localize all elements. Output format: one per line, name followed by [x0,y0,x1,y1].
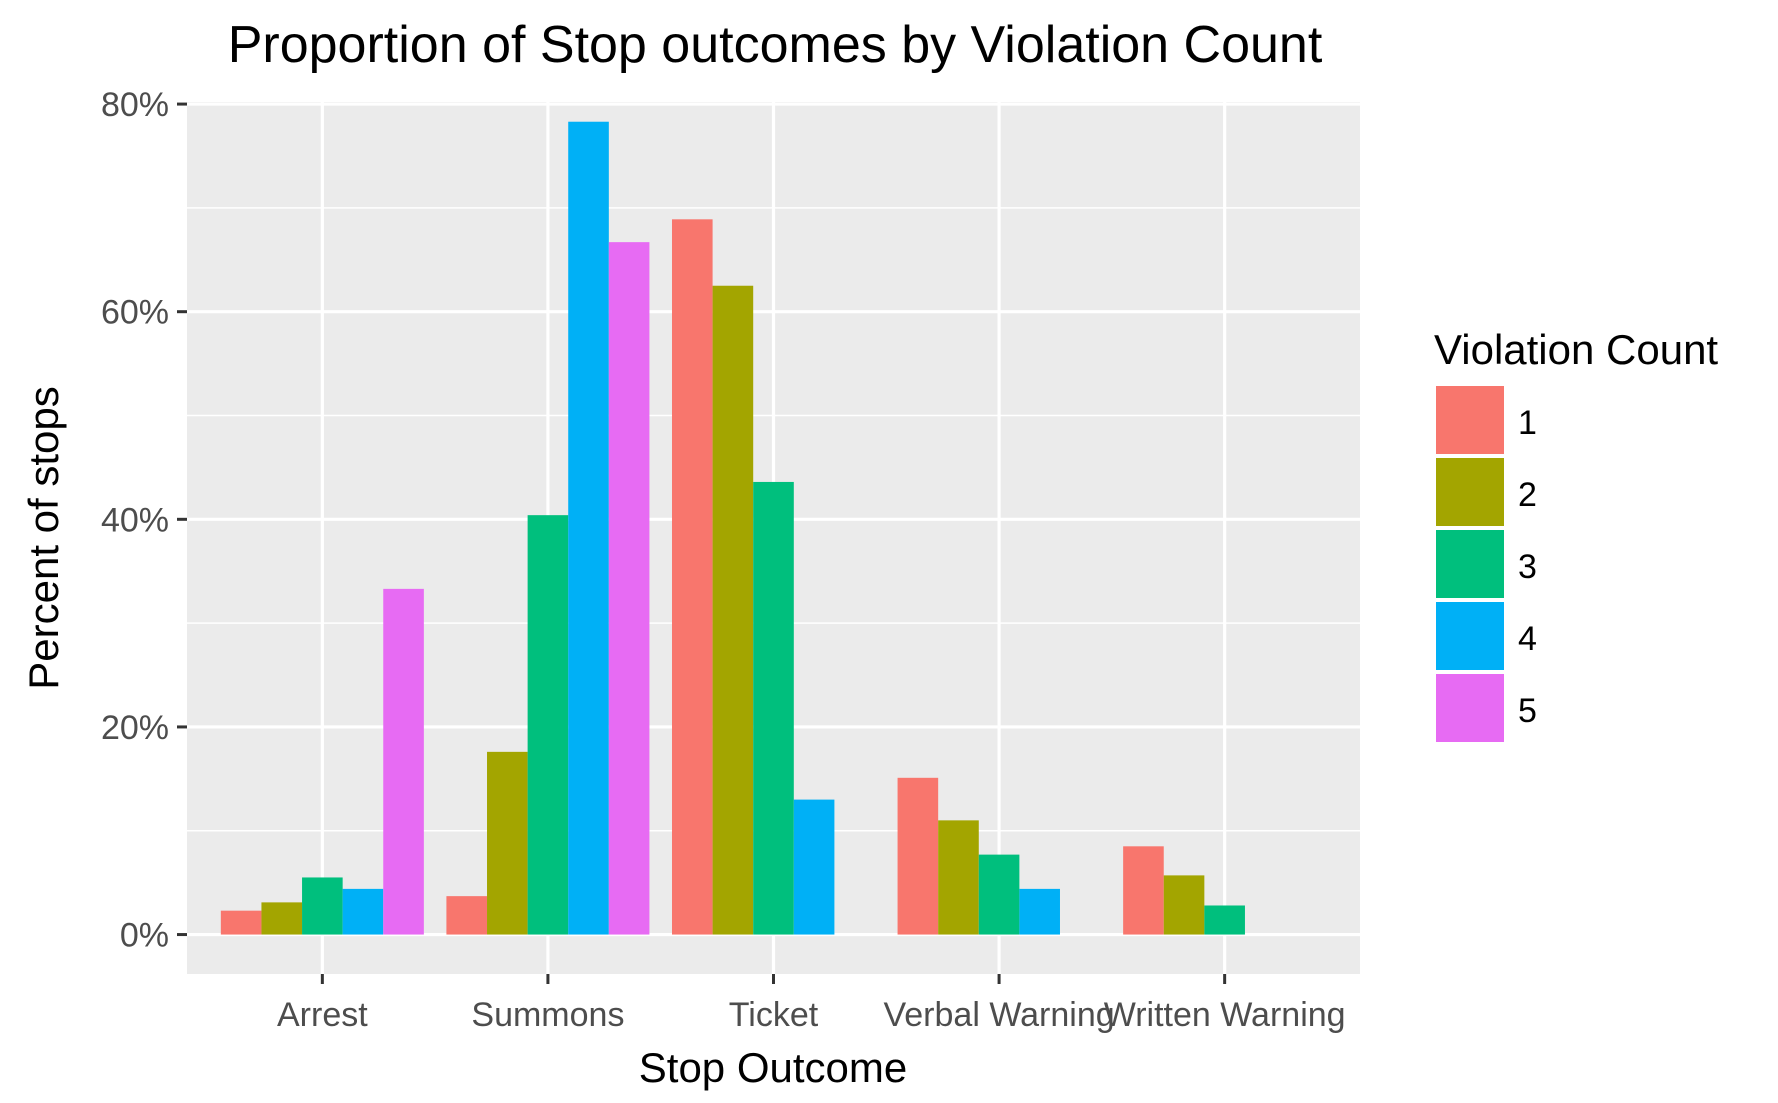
x-tick-label: Written Warning [1104,996,1346,1034]
bar [383,588,424,935]
x-tick-label: Arrest [277,996,368,1034]
legend: Violation Count 1 2 3 4 5 [1434,326,1718,742]
bar [753,481,794,935]
bar [261,902,303,935]
bar [527,515,569,935]
bar [938,820,979,935]
y-axis: 0% 20% 40% 60% 80% [101,86,187,955]
y-axis-title: Percent of stops [20,386,67,690]
bar [342,888,384,935]
bar [446,896,488,935]
bar [712,285,754,935]
legend-label: 1 [1518,404,1537,442]
legend-items: 1 2 3 4 5 [1436,386,1537,742]
y-tick-label: 60% [101,294,169,332]
bar [568,121,609,935]
chart-title: Proportion of Stop outcomes by Violation… [228,16,1323,74]
bar [608,242,650,935]
bar [671,219,713,935]
bar [302,877,343,935]
x-tick-label: Summons [471,996,624,1034]
legend-key [1436,674,1504,742]
legend-key [1436,458,1504,526]
bar [1204,905,1245,935]
bar [793,799,835,935]
bar [897,777,939,935]
bar [1019,888,1060,935]
y-tick-label: 80% [101,86,169,124]
bar [978,854,1020,935]
legend-title: Violation Count [1434,326,1718,373]
x-axis-title: Stop Outcome [639,1044,907,1091]
bars [220,121,1245,935]
bar [220,910,262,935]
legend-label: 2 [1518,476,1537,514]
legend-label: 5 [1518,692,1537,730]
legend-label: 3 [1518,548,1537,586]
x-tick-label: Verbal Warning [883,996,1114,1034]
y-tick-label: 40% [101,501,169,539]
x-tick-label: Ticket [729,996,819,1034]
bar [1123,846,1164,935]
legend-key [1436,386,1504,454]
legend-label: 4 [1518,620,1537,658]
legend-key [1436,602,1504,670]
y-tick-label: 0% [120,917,169,955]
bar [487,751,528,935]
legend-key [1436,530,1504,598]
y-tick-label: 20% [101,709,169,747]
x-axis: Arrest Summons Ticket Verbal WarningWritten… [277,974,1346,1034]
bar [1163,875,1205,935]
